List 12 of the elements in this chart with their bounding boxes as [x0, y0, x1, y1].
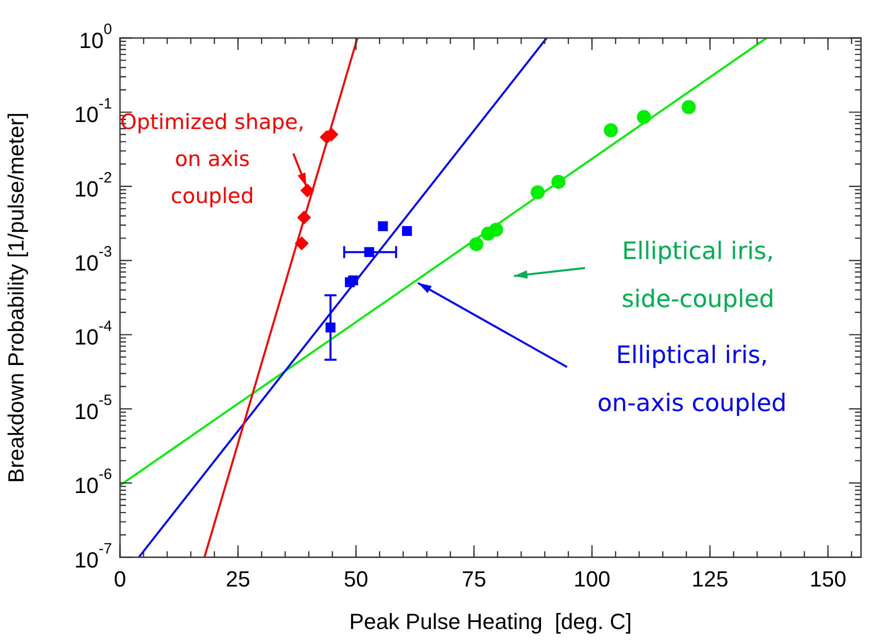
- x-axis-title: Peak Pulse Heating [deg. C]: [349, 608, 632, 634]
- x-tick-label: 50: [344, 566, 368, 592]
- annotation: Elliptical iris, on-axis coupled: [597, 341, 787, 418]
- x-tick-label: 150: [810, 566, 846, 592]
- x-tick-label: 25: [226, 566, 250, 592]
- x-tick-label: 100: [574, 566, 610, 592]
- annotation: Optimized shape, on axis coupled: [120, 110, 304, 208]
- x-tick-label: 0: [114, 566, 126, 592]
- annotation: Elliptical iris, side-coupled: [622, 237, 774, 314]
- x-tick-label: 125: [692, 566, 728, 592]
- y-axis-title: Breakdown Probability [1/pulse/meter]: [3, 112, 28, 483]
- x-tick-label: 75: [462, 566, 486, 592]
